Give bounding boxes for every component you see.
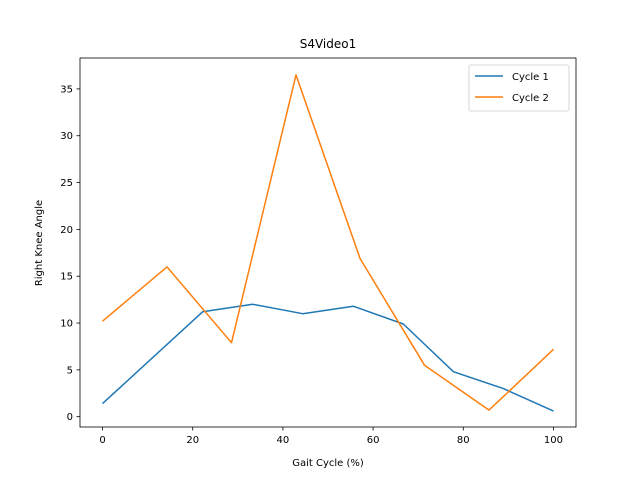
y-tick-label: 5 — [67, 365, 73, 376]
x-tick-label: 60 — [367, 435, 380, 446]
y-tick-label: 25 — [60, 178, 73, 189]
y-tick-label: 20 — [60, 225, 73, 236]
x-axis-label: Gait Cycle (%) — [292, 458, 364, 469]
y-tick-label: 10 — [60, 319, 73, 330]
legend-label-2: Cycle 2 — [512, 93, 549, 104]
legend: Cycle 1 Cycle 2 — [468, 64, 570, 112]
axes-frame — [79, 57, 577, 428]
chart-title: S4Video1 — [300, 37, 357, 51]
plot-area: 0 20 40 60 80 100 0 5 10 15 20 25 30 35 — [60, 57, 577, 446]
y-tick-label: 15 — [60, 272, 73, 283]
series-line-2 — [102, 74, 555, 411]
x-tick-label: 100 — [544, 435, 563, 446]
legend-label-1: Cycle 1 — [512, 72, 549, 83]
x-tick-label: 40 — [277, 435, 290, 446]
y-tick-label: 35 — [60, 84, 73, 95]
x-tick-label: 0 — [99, 435, 105, 446]
x-tick-label: 80 — [457, 435, 470, 446]
series-line-1 — [101, 303, 554, 412]
x-tick-label: 20 — [186, 435, 199, 446]
y-tick-label: 0 — [67, 412, 73, 423]
y-tick-label: 30 — [60, 131, 73, 142]
y-axis-label: Right Knee Angle — [34, 200, 45, 286]
